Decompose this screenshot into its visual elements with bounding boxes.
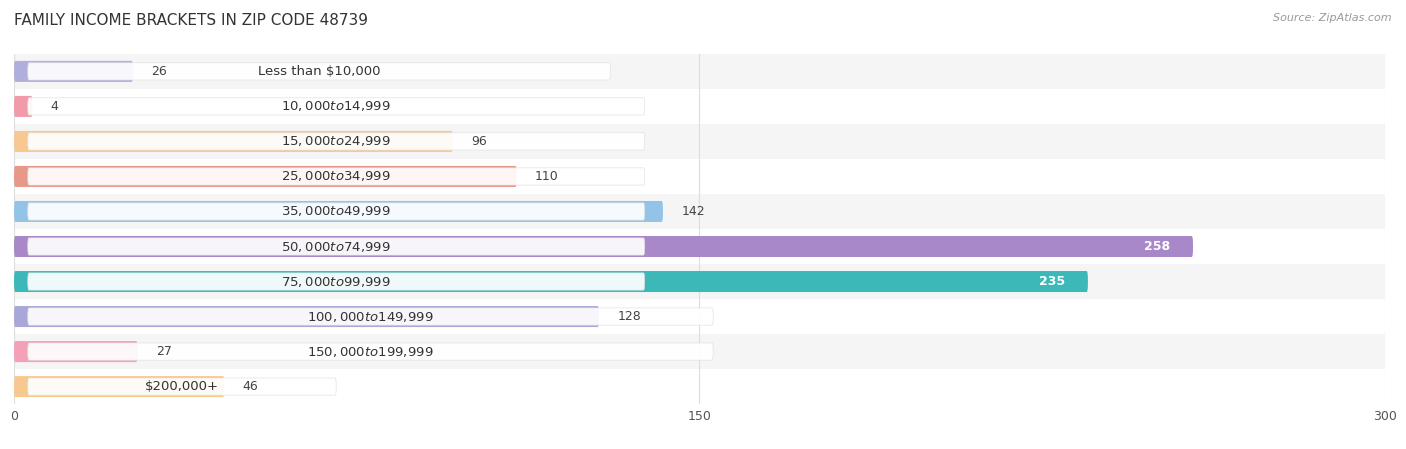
FancyBboxPatch shape: [14, 62, 134, 81]
FancyBboxPatch shape: [14, 236, 1192, 257]
FancyBboxPatch shape: [14, 237, 1192, 256]
Text: $50,000 to $74,999: $50,000 to $74,999: [281, 239, 391, 254]
Text: $25,000 to $34,999: $25,000 to $34,999: [281, 169, 391, 184]
Text: $10,000 to $14,999: $10,000 to $14,999: [281, 99, 391, 114]
FancyBboxPatch shape: [14, 307, 599, 326]
Text: 26: 26: [152, 65, 167, 78]
Text: Source: ZipAtlas.com: Source: ZipAtlas.com: [1274, 13, 1392, 23]
Bar: [14, 159, 1385, 194]
FancyBboxPatch shape: [14, 132, 453, 151]
FancyBboxPatch shape: [28, 343, 713, 360]
Bar: [14, 264, 1385, 299]
Text: 96: 96: [471, 135, 486, 148]
FancyBboxPatch shape: [28, 203, 645, 220]
FancyBboxPatch shape: [14, 271, 1088, 292]
FancyBboxPatch shape: [14, 61, 134, 82]
Bar: [14, 124, 1385, 159]
Text: 258: 258: [1144, 240, 1170, 253]
Bar: [14, 299, 1385, 334]
Text: 142: 142: [682, 205, 704, 218]
Bar: [14, 89, 1385, 124]
FancyBboxPatch shape: [14, 166, 517, 187]
Text: 46: 46: [243, 380, 259, 393]
FancyBboxPatch shape: [28, 308, 713, 325]
FancyBboxPatch shape: [14, 167, 517, 186]
Bar: [14, 369, 1385, 404]
FancyBboxPatch shape: [14, 306, 599, 327]
Text: $100,000 to $149,999: $100,000 to $149,999: [308, 309, 433, 324]
Text: 110: 110: [536, 170, 558, 183]
Text: $35,000 to $49,999: $35,000 to $49,999: [281, 204, 391, 219]
FancyBboxPatch shape: [14, 272, 1088, 291]
FancyBboxPatch shape: [28, 98, 645, 115]
Text: FAMILY INCOME BRACKETS IN ZIP CODE 48739: FAMILY INCOME BRACKETS IN ZIP CODE 48739: [14, 13, 368, 28]
FancyBboxPatch shape: [14, 131, 453, 152]
FancyBboxPatch shape: [14, 97, 32, 116]
Bar: [14, 229, 1385, 264]
Bar: [14, 54, 1385, 89]
FancyBboxPatch shape: [14, 201, 664, 222]
FancyBboxPatch shape: [28, 63, 610, 80]
Bar: [14, 194, 1385, 229]
FancyBboxPatch shape: [14, 96, 32, 117]
Text: 4: 4: [51, 100, 59, 113]
FancyBboxPatch shape: [28, 168, 645, 185]
FancyBboxPatch shape: [28, 133, 645, 150]
FancyBboxPatch shape: [14, 377, 225, 396]
FancyBboxPatch shape: [14, 342, 138, 361]
Text: $200,000+: $200,000+: [145, 380, 219, 393]
Text: Less than $10,000: Less than $10,000: [257, 65, 381, 78]
FancyBboxPatch shape: [14, 341, 138, 362]
FancyBboxPatch shape: [14, 202, 664, 221]
Text: $75,000 to $99,999: $75,000 to $99,999: [281, 274, 391, 289]
FancyBboxPatch shape: [28, 238, 645, 255]
FancyBboxPatch shape: [14, 376, 225, 397]
Text: 235: 235: [1039, 275, 1066, 288]
Text: 27: 27: [156, 345, 172, 358]
FancyBboxPatch shape: [28, 273, 645, 290]
FancyBboxPatch shape: [28, 378, 336, 395]
Bar: [14, 334, 1385, 369]
Text: $15,000 to $24,999: $15,000 to $24,999: [281, 134, 391, 149]
Text: 128: 128: [617, 310, 641, 323]
Text: $150,000 to $199,999: $150,000 to $199,999: [308, 344, 433, 359]
